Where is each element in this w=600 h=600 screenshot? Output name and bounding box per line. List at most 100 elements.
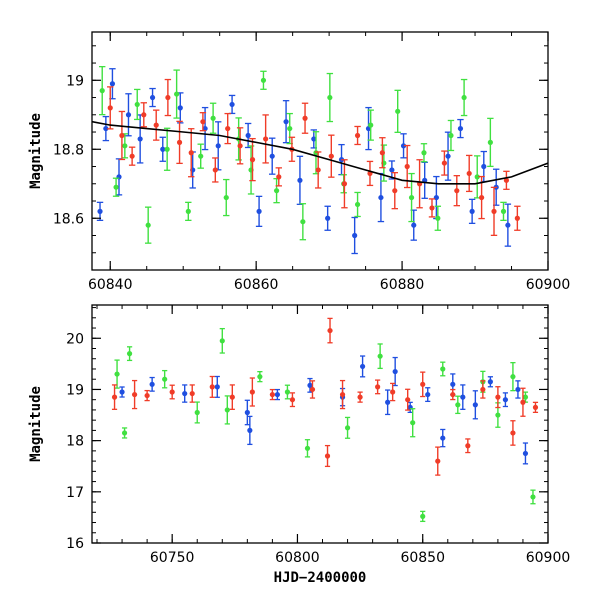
data-marker [260, 77, 267, 83]
x-tick-label: 60840 [88, 277, 133, 293]
data-point [99, 65, 106, 116]
data-marker [149, 381, 155, 387]
data-point [366, 160, 374, 187]
top-panel: 60840 60860 60880 60900 18.6 18.8 19 Magnitude [28, 31, 571, 293]
data-point [359, 355, 366, 378]
data-marker [390, 389, 396, 395]
data-point [327, 317, 333, 344]
data-marker [297, 177, 303, 183]
data-marker [237, 143, 243, 149]
data-point [502, 392, 509, 408]
data-point [197, 143, 204, 169]
data-marker [472, 402, 478, 408]
data-marker [324, 453, 331, 459]
data-point [453, 175, 460, 207]
data-marker [480, 386, 486, 393]
data-point [111, 384, 118, 410]
data-point [299, 203, 307, 241]
data-point [504, 203, 512, 247]
data-marker [129, 153, 135, 159]
data-point [153, 109, 160, 141]
bottom-panel: 60750 60800 60850 60900 16 17 18 19 20 Magnitude… [28, 304, 570, 586]
data-marker [454, 188, 460, 194]
data-point [194, 401, 200, 424]
data-marker [287, 125, 293, 132]
data-marker [212, 167, 218, 173]
data-marker [229, 101, 235, 108]
data-point [500, 201, 507, 222]
data-point [328, 134, 335, 178]
data-marker [455, 402, 461, 408]
data-point [495, 386, 501, 409]
data-point [379, 137, 386, 169]
data-marker [392, 188, 398, 194]
data-marker [113, 184, 119, 190]
data-point [269, 388, 275, 401]
data-marker [249, 157, 256, 163]
data-marker [214, 384, 220, 390]
data-marker [469, 208, 475, 214]
data-point [107, 86, 114, 130]
y-tick-label: 19 [66, 73, 84, 89]
data-point [388, 160, 396, 180]
data-marker [97, 208, 103, 214]
data-marker [487, 379, 493, 385]
data-point [212, 157, 219, 183]
data-marker [421, 150, 427, 156]
data-marker [131, 391, 138, 398]
data-marker [375, 384, 381, 390]
data-marker [126, 351, 133, 357]
data-point [296, 155, 304, 205]
data-marker [144, 392, 150, 399]
data-marker [327, 327, 333, 334]
data-point [472, 390, 478, 420]
fit-curve [92, 120, 548, 185]
data-point [301, 102, 309, 134]
data-point [480, 380, 486, 399]
data-point [304, 439, 311, 458]
data-point [269, 137, 276, 175]
data-marker [188, 150, 194, 156]
bottom-plot-area [111, 317, 539, 523]
data-point [435, 446, 441, 476]
data-marker [435, 458, 441, 464]
data-point [357, 391, 363, 403]
data-marker [522, 450, 529, 457]
data-marker [327, 94, 333, 101]
data-point [119, 386, 125, 398]
data-marker [495, 412, 501, 418]
data-marker [202, 125, 208, 132]
data-point [144, 389, 150, 402]
data-point [440, 428, 446, 448]
data-point [274, 388, 281, 401]
data-point [515, 380, 521, 399]
data-point [394, 89, 401, 133]
data-marker [111, 394, 118, 400]
data-marker [119, 132, 125, 139]
data-point [324, 444, 331, 468]
y-tick-label: 16 [66, 536, 84, 552]
data-marker [103, 125, 109, 132]
data-point [260, 70, 267, 90]
data-marker [145, 222, 151, 228]
data-point [249, 377, 255, 407]
data-point [457, 118, 464, 139]
data-marker [460, 394, 466, 400]
data-marker [311, 136, 317, 142]
data-point [375, 379, 381, 395]
data-point [309, 380, 316, 399]
data-point [434, 205, 442, 231]
data-point [224, 112, 231, 145]
data-point [420, 371, 426, 398]
data-point [136, 114, 144, 164]
data-marker [325, 215, 331, 221]
top-y-axis-title: Magnitude [28, 113, 44, 189]
data-marker [304, 445, 311, 451]
data-point [425, 387, 431, 403]
data-point [140, 102, 148, 128]
data-marker [176, 139, 183, 145]
y-tick-label: 20 [66, 331, 84, 347]
data-marker [448, 132, 454, 139]
data-point [428, 198, 436, 218]
x-tick-label: 60900 [526, 277, 571, 293]
